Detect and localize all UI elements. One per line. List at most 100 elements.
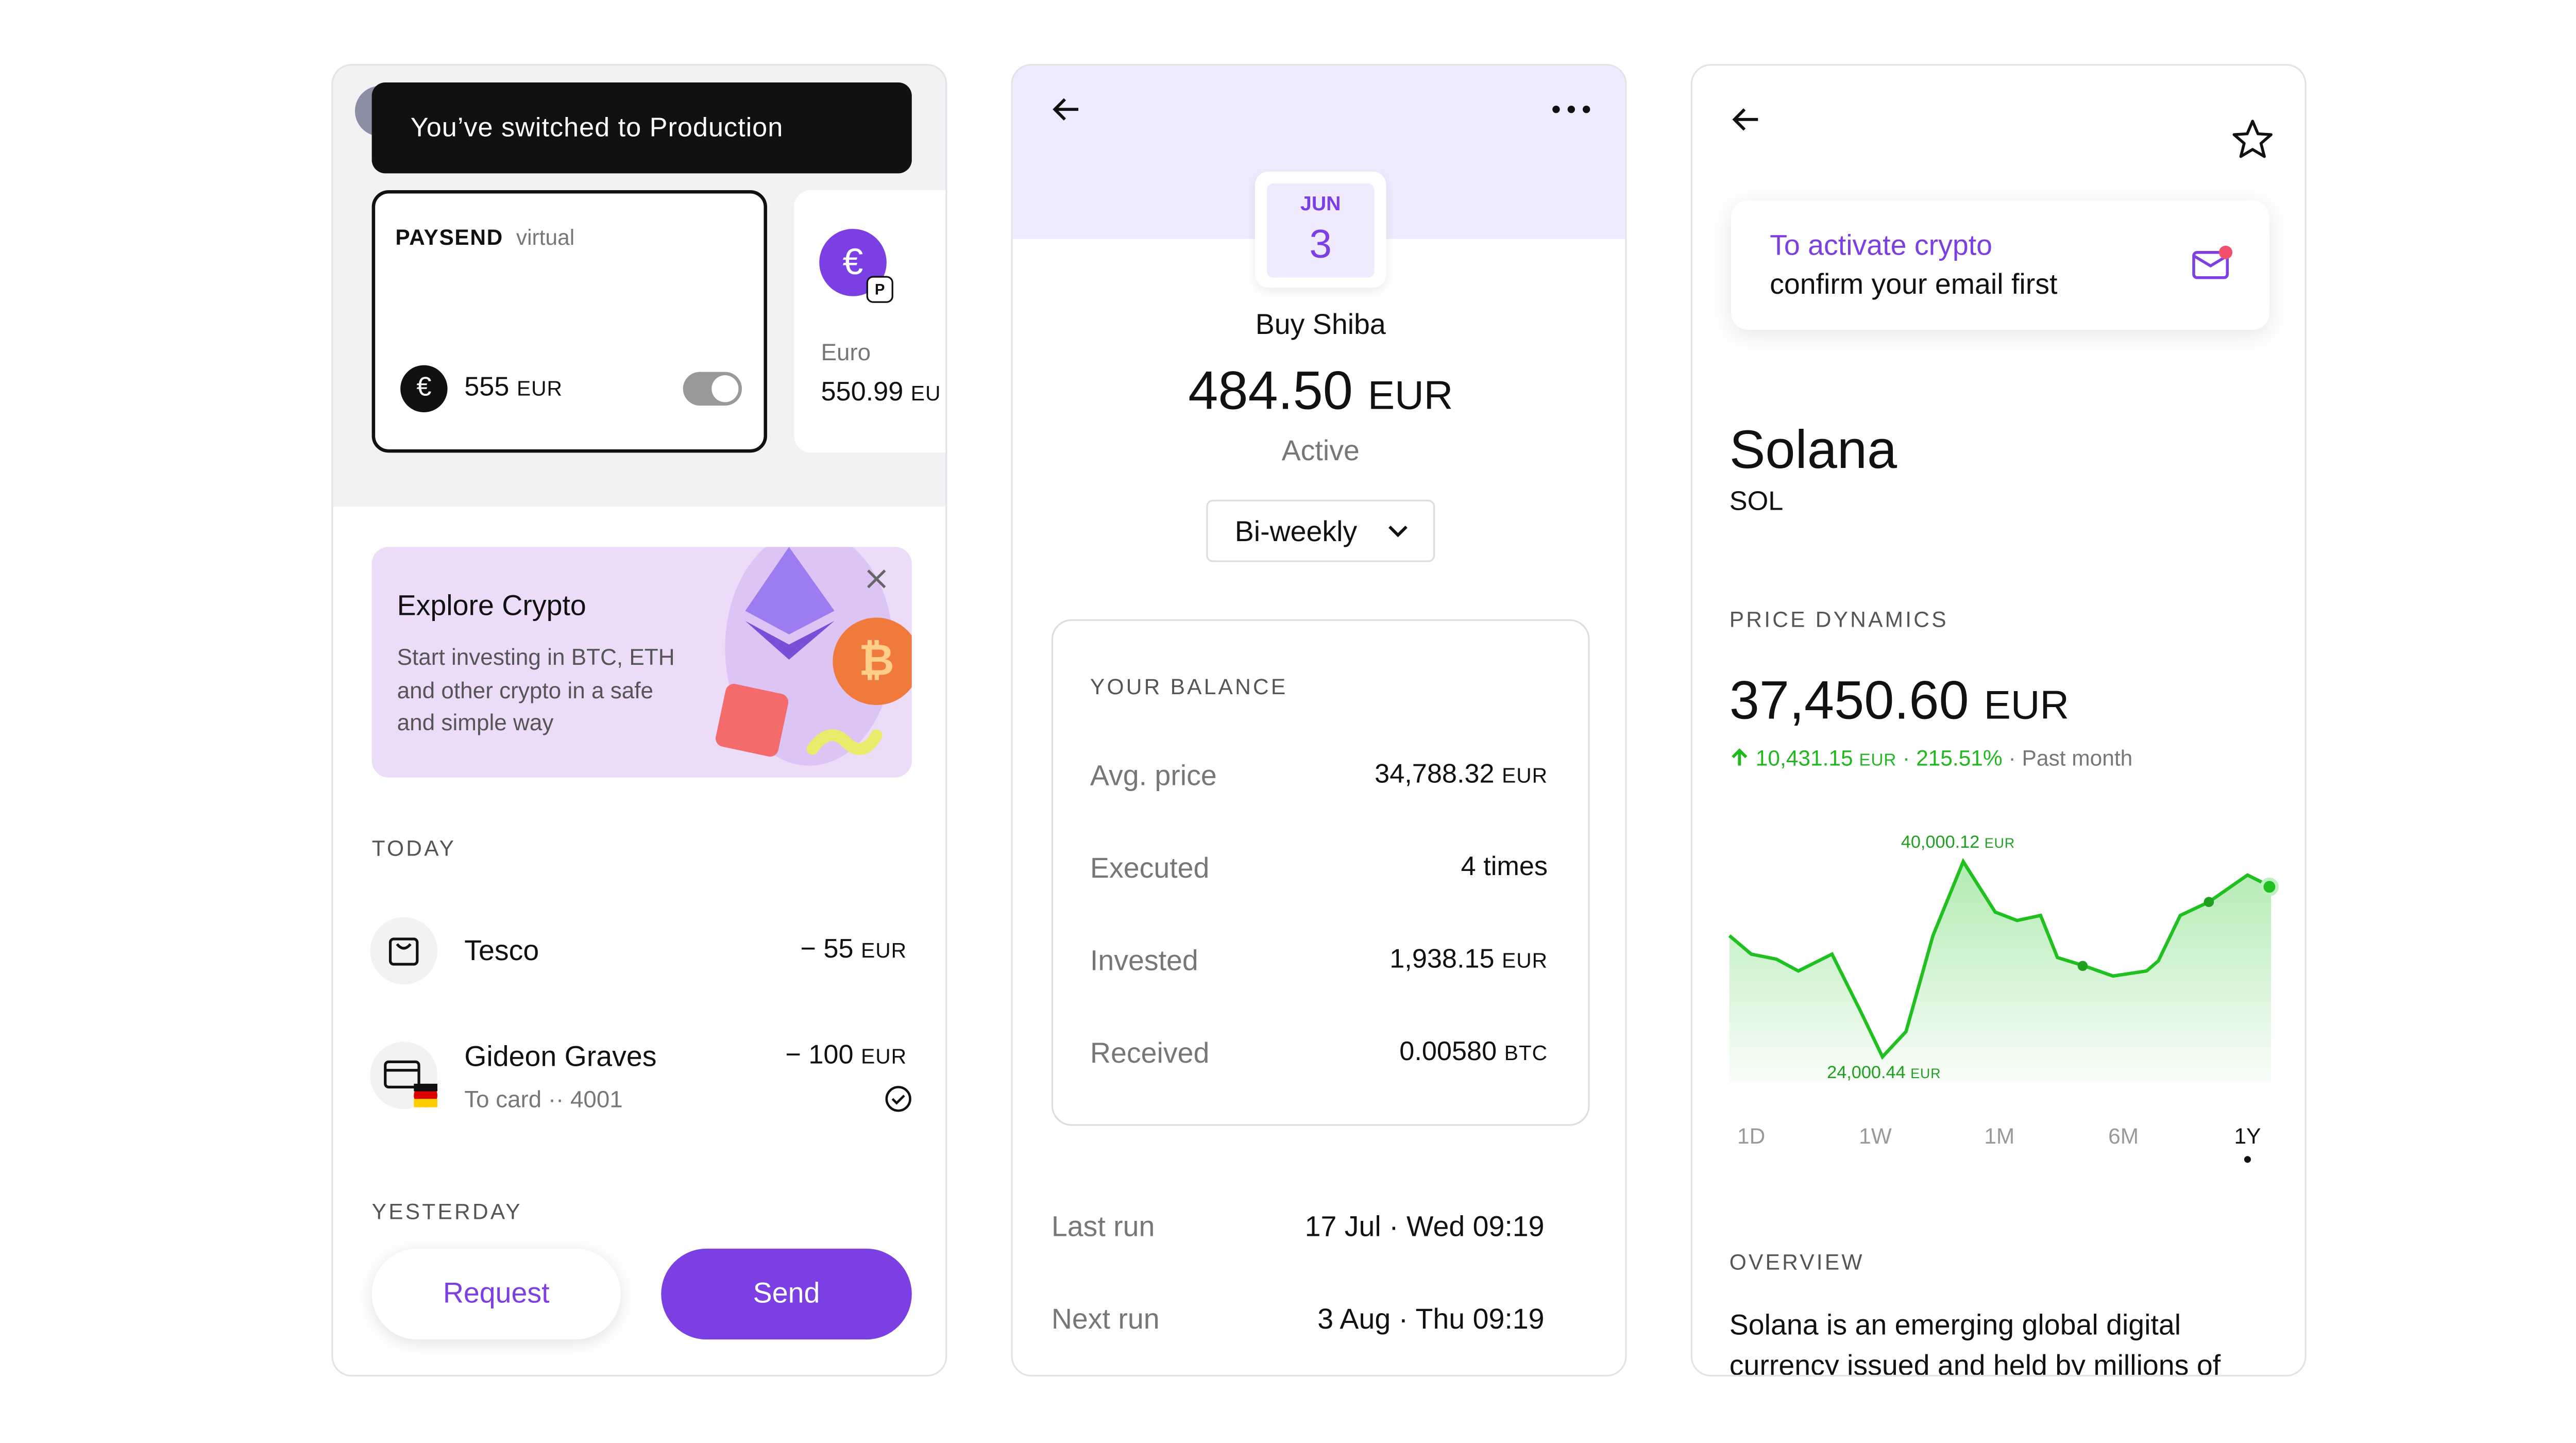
plan-screen: JUN 3 Buy Shiba 484.50 EUR Active Bi-wee… [1011, 64, 1627, 1377]
check-icon [885, 1086, 911, 1112]
euro-icon: € [400, 365, 448, 412]
frequency: Bi-weekly [1234, 515, 1358, 548]
toast: You’ve switched to Production [371, 82, 912, 174]
shape [1729, 861, 2272, 1082]
shape [1728, 858, 2272, 1060]
shape [414, 1099, 437, 1108]
range-indicator [2244, 1156, 2251, 1163]
shape [1582, 106, 1590, 113]
row-value: 4 times [1461, 854, 1548, 882]
shape [2232, 120, 2273, 158]
shape [2193, 254, 2228, 268]
currency: EUR [516, 377, 563, 401]
row-label: Avg. price [1090, 760, 1217, 792]
shape [384, 1060, 437, 1108]
row-label: Received [1090, 1037, 1210, 1070]
shape [1053, 98, 1079, 121]
run-label: Last run [1051, 1211, 1155, 1243]
shape [2077, 961, 2088, 971]
tx-amount: − 55 EUR [800, 936, 907, 964]
close[interactable] [867, 569, 886, 589]
shape [745, 620, 835, 660]
ticker: SOL [1729, 488, 1784, 517]
shape [1732, 748, 1748, 766]
shape [414, 1083, 437, 1092]
asset-screen: To activate crypto confirm your email fi… [1690, 64, 2307, 1377]
section-label: YESTERDAY [371, 1199, 522, 1224]
value: 0.00580 [1399, 1038, 1497, 1067]
back-button[interactable] [1046, 89, 1087, 129]
separator: · [2008, 745, 2016, 771]
frequency-select[interactable]: Bi-weekly [1206, 499, 1435, 562]
shape [2218, 245, 2233, 259]
back-button[interactable] [1726, 99, 1766, 140]
price: 37,450.60 EUR [1730, 673, 2069, 727]
shape [388, 937, 419, 966]
card-icon [370, 1042, 437, 1109]
currency: EUR [1910, 1066, 1941, 1082]
shape [806, 729, 883, 755]
overview-text: Solana is an emerging global digital cur… [1729, 1309, 2221, 1377]
shape [745, 547, 835, 635]
menu-button[interactable] [1549, 101, 1593, 118]
notice-line: To activate crypto [1770, 229, 1993, 262]
shape [388, 937, 419, 966]
value: 1,938.15 [1389, 946, 1495, 975]
range-tab[interactable]: 1W [1859, 1123, 1892, 1149]
shape [885, 1086, 911, 1112]
price-change: 10,431.15 EUR · 215.51% · Past month [1730, 745, 2132, 771]
promo-title: Explore Crypto [397, 590, 586, 622]
min-label: 24,000.44 EUR [1827, 1064, 1941, 1082]
promo[interactable]: Explore Crypto Start investing in BTC, E… [371, 547, 912, 778]
tx-name: Gideon Graves [464, 1041, 657, 1073]
unit: EUR [1502, 764, 1548, 788]
notice[interactable]: To activate crypto confirm your email fi… [1731, 200, 2269, 330]
date-card: JUN 3 [1255, 172, 1386, 288]
shape [891, 1095, 905, 1105]
shape [2192, 251, 2229, 279]
wallet-screen: € P Euro 550.99 EU PAYSEND virtual € 555… [331, 64, 947, 1377]
shape: ₿ [859, 635, 894, 684]
balance-box [1051, 619, 1590, 1126]
shape [2260, 877, 2279, 896]
value: 40,000.12 [1901, 832, 1980, 853]
value: 34,788.32 [1375, 760, 1495, 790]
euro-card[interactable]: € P Euro 550.99 EU [794, 190, 946, 453]
toggle[interactable] [683, 372, 742, 406]
change-amount: 10,431.15 [1755, 745, 1853, 771]
row-value: 34,788.32 EUR [1375, 762, 1548, 789]
plan-title: Buy Shiba [1255, 309, 1386, 341]
card-brand: PAYSEND virtual [395, 226, 574, 248]
range-tab[interactable]: 1Y [2234, 1123, 2261, 1149]
shape [384, 1060, 420, 1088]
separator: · [1903, 745, 1910, 771]
row-value: 0.00580 BTC [1399, 1038, 1548, 1067]
shape [1732, 108, 1758, 131]
range-tab[interactable]: 1D [1737, 1123, 1766, 1149]
unit: EUR [1502, 949, 1548, 973]
day: 3 [1309, 222, 1332, 268]
tx-detail: To card ·· 4001 [464, 1085, 623, 1113]
shape [711, 375, 739, 402]
currency: EUR [861, 1045, 907, 1069]
range-tab[interactable]: 1M [1984, 1123, 2015, 1149]
amount: − 100 [785, 1042, 854, 1070]
shape [1552, 106, 1560, 113]
section-label: PRICE DYNAMICS [1729, 607, 1948, 632]
card-label: Euro [821, 338, 871, 365]
request-button[interactable]: Request [371, 1248, 621, 1340]
amount: 555 [464, 373, 510, 402]
send-button[interactable]: Send [661, 1248, 912, 1340]
amount: 37,450.60 [1729, 669, 1969, 731]
unit: BTC [1504, 1042, 1548, 1065]
range-tab[interactable]: 6M [2108, 1123, 2139, 1149]
currency: EUR [861, 939, 907, 963]
tx-name: Tesco [464, 934, 539, 967]
card-amount: 555 EUR [464, 375, 563, 402]
virtual-card[interactable]: PAYSEND virtual € 555 EUR [371, 190, 767, 453]
favorite-button[interactable] [2231, 118, 2275, 162]
card-amount: 550.99 EU [821, 379, 941, 407]
